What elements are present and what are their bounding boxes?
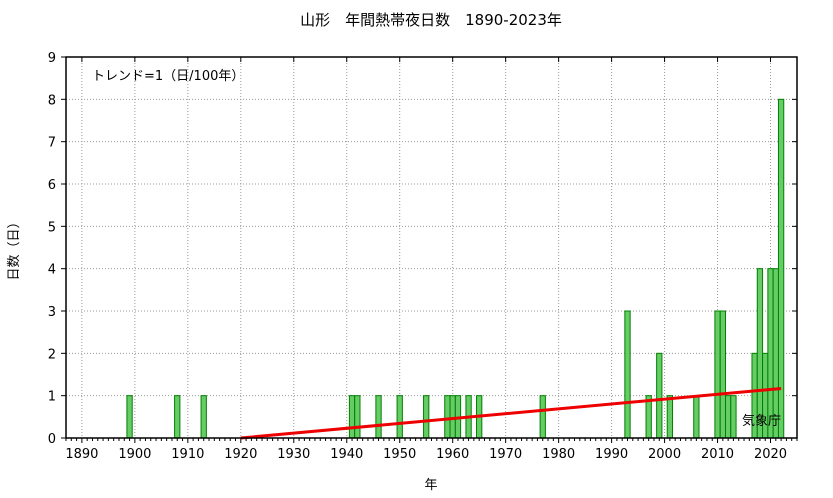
source-label: 気象庁 [742, 413, 781, 429]
bar [719, 310, 726, 439]
x-tick-label: 1960 [436, 447, 469, 462]
x-tick-label: 2010 [701, 447, 734, 462]
bar [423, 395, 430, 439]
bar [666, 395, 674, 439]
x-tick-label: 1990 [595, 447, 628, 462]
y-tick-label: 7 [48, 136, 56, 151]
trend-annotation: トレンド=1（日/100年） [92, 69, 244, 84]
bar [756, 268, 764, 439]
y-tick-label: 1 [48, 390, 56, 405]
x-tick-label: 1920 [224, 447, 257, 462]
x-tick-label: 1970 [489, 447, 522, 462]
plot-frame [65, 56, 798, 439]
bar [767, 268, 774, 439]
y-tick-label: 9 [48, 51, 56, 66]
y-tick-label: 3 [48, 305, 56, 320]
bar [724, 395, 732, 439]
bar [375, 395, 382, 439]
bar [714, 310, 721, 439]
x-tick-label: 1930 [277, 447, 310, 462]
bar [200, 395, 207, 439]
bar [449, 395, 456, 439]
bar [730, 395, 737, 439]
bar [348, 395, 356, 439]
y-tick-label: 2 [48, 347, 56, 362]
chart-title: 山形 年間熱帯夜日数 1890-2023年 [300, 11, 562, 29]
bar [174, 395, 181, 439]
x-tick-label: 1900 [118, 447, 151, 462]
bar [693, 395, 700, 439]
x-tick-label: 1980 [542, 447, 575, 462]
bar [444, 395, 451, 439]
bar [396, 395, 403, 439]
x-tick-label: 2020 [754, 447, 787, 462]
x-axis-label: 年 [424, 478, 437, 493]
bar [354, 395, 361, 439]
y-tick-label: 0 [48, 432, 56, 447]
bar [624, 310, 631, 439]
x-tick-label: 1940 [330, 447, 363, 462]
axis-ticks: 1890 1900 1910 1920 1930 1940 1950 1960 1970 1980… [48, 51, 798, 462]
grid [66, 57, 797, 438]
x-tick-label: 1950 [383, 447, 416, 462]
y-tick-label: 4 [48, 263, 56, 278]
x-tick-label: 2000 [648, 447, 681, 462]
trend-line [240, 386, 782, 440]
bar [656, 352, 663, 439]
bar [539, 395, 546, 439]
y-tick-label: 8 [48, 93, 56, 108]
bar [126, 395, 133, 439]
y-tick-label: 5 [48, 220, 56, 235]
x-tick-label: 1890 [65, 447, 98, 462]
y-axis-label: 日数（日） [7, 215, 22, 280]
bar [772, 268, 779, 439]
x-tick-label: 1910 [171, 447, 204, 462]
y-tick-label: 6 [48, 178, 56, 193]
